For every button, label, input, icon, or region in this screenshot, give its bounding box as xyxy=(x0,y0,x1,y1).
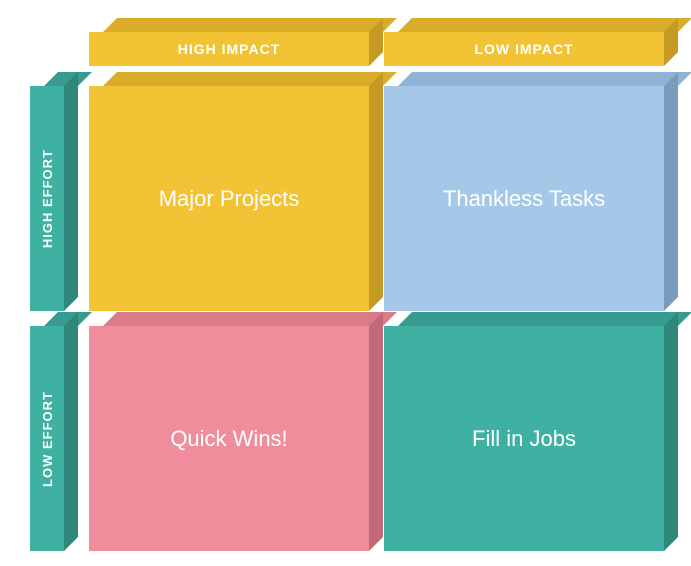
row-header-top-face: HIGH EFFORT xyxy=(30,86,64,311)
quadrant-q3: Quick Wins! xyxy=(89,312,383,551)
quadrant-q2: Thankless Tasks xyxy=(384,72,678,311)
row-header-bottom-label: LOW EFFORT xyxy=(40,391,55,487)
quadrant-q4: Fill in Jobs xyxy=(384,312,678,551)
quadrant-q1: Major Projects xyxy=(89,72,383,311)
row-header-top-label: HIGH EFFORT xyxy=(40,149,55,248)
row-header-bottom: LOW EFFORT xyxy=(30,312,78,551)
quadrant-q4-label: Fill in Jobs xyxy=(472,426,576,452)
col-header-left-label: HIGH IMPACT xyxy=(178,41,281,57)
impact-effort-matrix: HIGH IMPACT LOW IMPACT HIGH EFFORT LOW EFFO… xyxy=(0,0,691,566)
row-header-bottom-face: LOW EFFORT xyxy=(30,326,64,551)
row-header-top: HIGH EFFORT xyxy=(30,72,78,311)
quadrant-q1-label: Major Projects xyxy=(159,186,300,212)
col-header-right-face: LOW IMPACT xyxy=(384,32,664,66)
quadrant-q3-face: Quick Wins! xyxy=(89,326,369,551)
quadrant-q1-face: Major Projects xyxy=(89,86,369,311)
col-header-right-label: LOW IMPACT xyxy=(474,41,573,57)
col-header-left-face: HIGH IMPACT xyxy=(89,32,369,66)
quadrant-q4-face: Fill in Jobs xyxy=(384,326,664,551)
col-header-left: HIGH IMPACT xyxy=(89,18,383,66)
quadrant-q3-label: Quick Wins! xyxy=(170,426,287,452)
quadrant-q2-label: Thankless Tasks xyxy=(443,186,605,212)
quadrant-q2-face: Thankless Tasks xyxy=(384,86,664,311)
col-header-right: LOW IMPACT xyxy=(384,18,678,66)
